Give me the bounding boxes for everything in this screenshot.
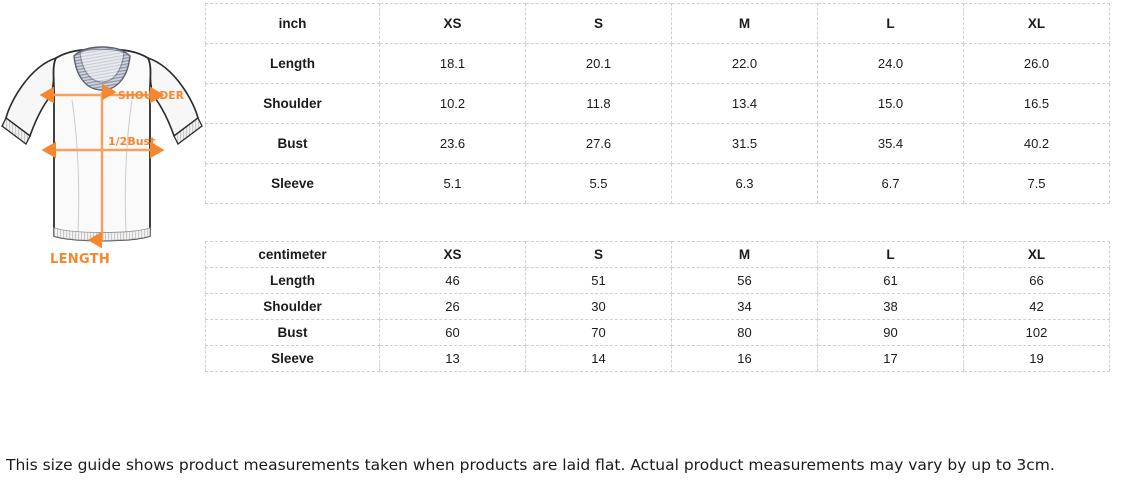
measurement-value-cell: 51 [525,267,672,294]
measurement-value-cell: 38 [817,293,964,320]
measurement-value-cell: 13 [379,345,526,372]
measurement-label-cell: Shoulder [205,83,380,124]
size-header-cell: XL [963,3,1110,44]
measurement-value-cell: 19 [963,345,1110,372]
measurement-value-cell: 60 [379,319,526,346]
measurement-value-cell: 23.6 [379,123,526,164]
measurement-value-cell: 35.4 [817,123,964,164]
measurement-value-cell: 30 [525,293,672,320]
measurement-value-cell: 46 [379,267,526,294]
measurement-value-cell: 31.5 [671,123,818,164]
measurement-label-cell: Sleeve [205,345,380,372]
table-row: Length 46 51 56 61 66 [205,267,1110,294]
table-row: Shoulder 10.2 11.8 13.4 15.0 16.5 [205,83,1110,124]
measurement-value-cell: 56 [671,267,818,294]
unit-header-cell: inch [205,3,380,44]
measurement-label-cell: Sleeve [205,163,380,204]
bust-label: 1/2Bust [108,135,156,148]
table-row: Shoulder 26 30 34 38 42 [205,293,1110,320]
measurement-value-cell: 24.0 [817,43,964,84]
table-row: Bust 60 70 80 90 102 [205,319,1110,346]
right-sleeve [147,57,203,145]
size-table-inch: inch XS S M L XL Length 18.1 20.1 22.0 24.0 26.0 Sho… [205,3,1110,204]
size-table-centimeter: centimeter XS S M L XL Length 46 51 56 61 66 Shoulde… [205,241,1110,372]
measurement-label-cell: Bust [205,123,380,164]
table-row: Bust 23.6 27.6 31.5 35.4 40.2 [205,123,1110,164]
size-table-centimeter-body: centimeter XS S M L XL Length 46 51 56 61 66 Shoulde… [205,241,1110,372]
collar [73,46,131,91]
measurement-value-cell: 80 [671,319,818,346]
measurement-value-cell: 5.5 [525,163,672,204]
measurement-value-cell: 34 [671,293,818,320]
table-row: Sleeve 13 14 16 17 19 [205,345,1110,372]
measurement-value-cell: 20.1 [525,43,672,84]
size-header-cell: L [817,3,964,44]
size-header-cell: XS [379,3,526,44]
shoulder-label: SHOULDER [118,90,185,102]
measurement-value-cell: 13.4 [671,83,818,124]
measurement-label-cell: Shoulder [205,293,380,320]
measurement-value-cell: 26.0 [963,43,1110,84]
size-header-cell: M [671,3,818,44]
measurement-value-cell: 66 [963,267,1110,294]
measurement-value-cell: 6.3 [671,163,818,204]
measurement-value-cell: 5.1 [379,163,526,204]
measurement-value-cell: 16 [671,345,818,372]
size-header-cell: L [817,241,964,268]
left-sleeve [1,57,57,145]
length-label: LENGTH [50,252,111,267]
table-header-row: centimeter XS S M L XL [205,241,1110,268]
measurement-value-cell: 70 [525,319,672,346]
measurement-value-cell: 17 [817,345,964,372]
measurement-label-cell: Length [205,43,380,84]
measurement-value-cell: 40.2 [963,123,1110,164]
measurement-value-cell: 42 [963,293,1110,320]
measurement-label-cell: Length [205,267,380,294]
measurement-value-cell: 10.2 [379,83,526,124]
unit-header-cell: centimeter [205,241,380,268]
size-header-cell: S [525,241,672,268]
table-row: Length 18.1 20.1 22.0 24.0 26.0 [205,43,1110,84]
measurement-value-cell: 90 [817,319,964,346]
table-row: Sleeve 5.1 5.5 6.3 6.7 7.5 [205,163,1110,204]
measurement-value-cell: 14 [525,345,672,372]
size-header-cell: M [671,241,818,268]
measurement-label-cell: Bust [205,319,380,346]
measurement-value-cell: 15.0 [817,83,964,124]
measurement-value-cell: 102 [963,319,1110,346]
size-guide-caption: This size guide shows product measuremen… [6,456,1055,474]
t-shirt-illustration [1,46,203,249]
table-header-row: inch XS S M L XL [205,3,1110,44]
size-table-inch-body: inch XS S M L XL Length 18.1 20.1 22.0 24.0 26.0 Sho… [205,3,1110,204]
measurement-value-cell: 18.1 [379,43,526,84]
measurement-value-cell: 16.5 [963,83,1110,124]
measurement-value-cell: 26 [379,293,526,320]
measurement-value-cell: 22.0 [671,43,818,84]
measurement-value-cell: 11.8 [525,83,672,124]
measurement-value-cell: 7.5 [963,163,1110,204]
size-header-cell: S [525,3,672,44]
measurement-value-cell: 27.6 [525,123,672,164]
measurement-value-cell: 6.7 [817,163,964,204]
size-header-cell: XL [963,241,1110,268]
size-header-cell: XS [379,241,526,268]
measurement-value-cell: 61 [817,267,964,294]
t-shirt-measurement-diagram: SHOULDER 1/2Bust LENGTH [0,40,205,290]
